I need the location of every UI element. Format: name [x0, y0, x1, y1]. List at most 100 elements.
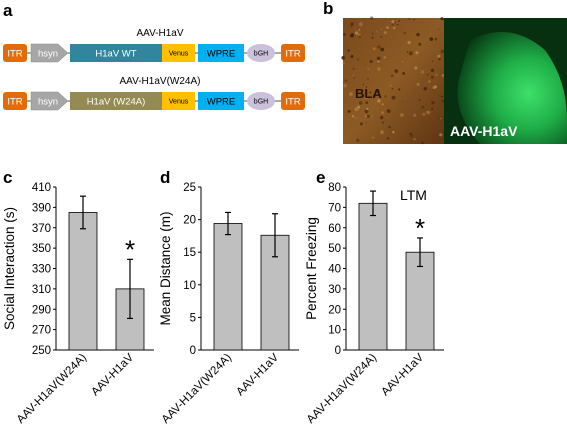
y-tick-label: 15 — [183, 247, 196, 259]
venus-tag — [162, 92, 195, 110]
insert-label: H1aV (W24A) — [87, 97, 146, 108]
tissue-speckle — [392, 131, 395, 134]
tissue-speckle — [421, 105, 425, 109]
itr-right-label: ITR — [285, 97, 300, 108]
tissue-speckle — [408, 18, 410, 20]
bla-label: BLA — [355, 86, 382, 101]
tissue-speckle — [350, 25, 353, 28]
tissue-speckle — [398, 88, 401, 91]
tissue-speckle — [366, 114, 370, 118]
tissue-speckle — [354, 116, 357, 119]
tissue-speckle — [426, 110, 429, 114]
tissue-speckle — [380, 35, 383, 38]
tissue-speckle — [441, 74, 445, 77]
construct-diagrams: AAV-H1aV ITR hsyn H1aV WT Venus WPRE bGH ITR AAV… — [3, 28, 305, 111]
tissue-speckle — [372, 136, 375, 139]
y-tick-label: 5 — [190, 312, 196, 324]
tissue-speckle — [365, 121, 367, 124]
tissue-speckle — [418, 42, 422, 46]
tissue-speckle — [413, 138, 416, 141]
tissue-speckle — [341, 56, 346, 60]
category-label: AAV-H1aV(W24A) — [305, 352, 379, 426]
tissue-speckle — [381, 121, 384, 124]
tissue-speckle — [403, 31, 407, 35]
tissue-speckle — [366, 107, 369, 111]
chart-mean-distance: 0 5 10 15 20 25 Mean Distance (m) AAV-H1aV(W24A… — [158, 182, 299, 426]
y-tick-label: 290 — [32, 304, 51, 316]
tissue-speckle — [439, 117, 442, 120]
y-tick-label: 30 — [328, 284, 341, 296]
tissue-texture — [341, 16, 445, 145]
tissue-speckle — [357, 105, 361, 109]
tissue-speckle — [376, 89, 380, 93]
tissue-speckle — [383, 31, 387, 34]
tissue-speckle — [350, 33, 355, 37]
tissue-speckle — [439, 133, 443, 137]
tissue-speckle — [371, 32, 374, 35]
tissue-speckle — [350, 55, 354, 58]
tissue-speckle — [407, 40, 411, 45]
tissue-speckle — [376, 56, 381, 61]
promoter-label: hsyn — [38, 97, 58, 108]
tissue-speckle — [383, 56, 386, 59]
tissue-speckle — [400, 113, 404, 117]
tissue-speckle — [352, 74, 355, 76]
y-tick-label: 80 — [328, 182, 341, 194]
tissue-speckle — [354, 107, 359, 112]
bgh-polya — [247, 92, 275, 110]
tissue-speckle — [357, 33, 361, 37]
tissue-speckle — [431, 101, 435, 105]
tissue-speckle — [386, 26, 389, 29]
tissue-speckle — [355, 138, 360, 143]
tissue-speckle — [413, 18, 416, 21]
chart-annotation: LTM — [400, 187, 427, 203]
tissue-speckle — [391, 95, 396, 100]
tissue-speckle — [358, 17, 361, 19]
tissue-speckle — [349, 92, 353, 96]
y-tick-label: 410 — [32, 182, 51, 194]
tissue-speckle — [423, 87, 427, 91]
tissue-speckle — [353, 77, 355, 79]
y-tick-label: 270 — [32, 325, 51, 337]
tissue-speckle — [380, 47, 385, 52]
y-axis-label: Social Interaction (s) — [2, 207, 17, 330]
y-axis-label: Mean Distance (m) — [158, 211, 173, 325]
category-label: AAV-H1aV(W24A) — [160, 352, 234, 426]
venus-tag — [162, 44, 195, 62]
y-tick-label: 250 — [32, 345, 51, 357]
tissue-speckle — [358, 22, 363, 27]
tissue-speckle — [438, 57, 441, 61]
significance-marker: * — [125, 234, 135, 264]
bar — [358, 202, 388, 351]
tissue-speckle — [359, 101, 363, 105]
tissue-speckle — [347, 49, 351, 52]
y-tick-label: 10 — [328, 325, 341, 337]
y-axis-label: Percent Freezing — [304, 217, 319, 320]
tissue-speckle — [380, 28, 383, 31]
tissue-speckle — [358, 28, 361, 31]
tissue-speckle — [401, 100, 403, 103]
tissue-speckle — [377, 45, 381, 49]
tissue-speckle — [429, 37, 434, 41]
tissue-speckle — [362, 83, 364, 86]
tissue-speckle — [342, 62, 345, 65]
tissue-speckle — [367, 78, 369, 80]
y-tick-label: 350 — [32, 243, 51, 255]
bar — [213, 223, 243, 351]
venus-label: Venus — [169, 51, 189, 58]
tissue-speckle — [422, 112, 426, 116]
tissue-speckle — [358, 35, 361, 38]
y-tick-label: 70 — [328, 202, 341, 214]
tissue-speckle — [430, 68, 435, 72]
y-tick-label: 25 — [183, 182, 196, 194]
tissue-speckle — [432, 86, 436, 90]
micrograph: BLA AAV-H1aV — [341, 16, 567, 145]
tissue-speckle — [408, 51, 413, 56]
y-tick-label: 10 — [183, 280, 196, 292]
tissue-speckle — [355, 109, 357, 111]
tissue-speckle — [380, 115, 384, 120]
insert-gene — [70, 92, 162, 110]
bla-brightfield-image — [343, 18, 444, 144]
y-tick-label: 310 — [32, 284, 51, 296]
tissue-speckle — [365, 101, 369, 105]
